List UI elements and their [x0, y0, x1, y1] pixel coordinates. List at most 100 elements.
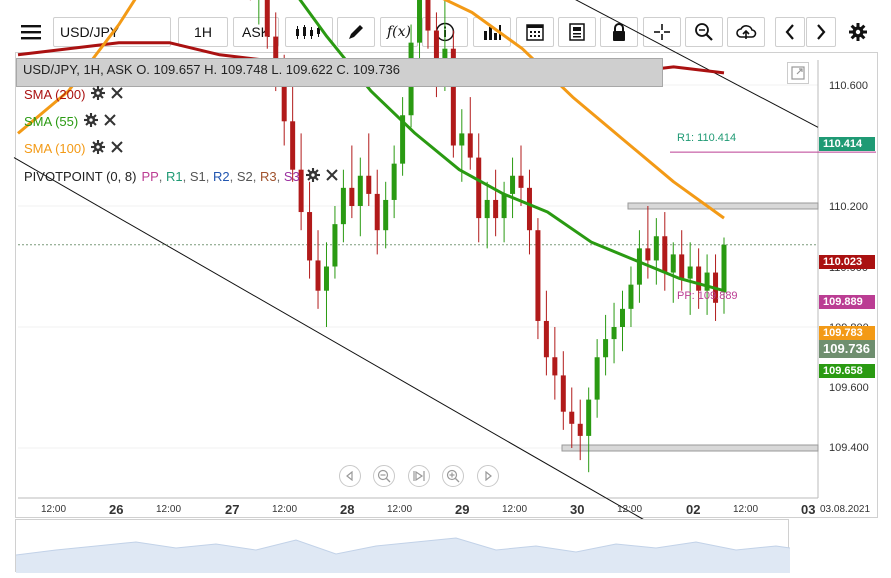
- indicator-sma55[interactable]: SMA (55): [24, 113, 116, 130]
- overview-navigator[interactable]: [15, 519, 791, 573]
- calendar-button[interactable]: [516, 17, 554, 47]
- zoom-in-icon: [446, 469, 460, 483]
- pivot-s2: S2: [236, 169, 253, 184]
- sma100-price-tag: 109.783: [819, 326, 875, 340]
- function-button[interactable]: f(x): [380, 17, 418, 47]
- pp-level-label: PP: 109.889: [677, 290, 738, 302]
- gear-icon[interactable]: [91, 140, 106, 157]
- next-icon: [817, 24, 826, 40]
- indicator-pivotpoint[interactable]: PIVOTPOINT (0, 8) PP, R1, S1, R2, S2, R3…: [24, 168, 338, 185]
- x-day-label: 28: [340, 502, 355, 517]
- y-tick-label: 110.600: [829, 80, 868, 92]
- x-day-label: 27: [225, 502, 240, 517]
- crosshair-icon: [654, 24, 670, 40]
- x-date-label: 03.08.2021: [820, 504, 871, 515]
- x-tick-label: 12:00: [733, 504, 759, 515]
- sma55-price-tag: 109.658: [819, 364, 875, 378]
- settings-button[interactable]: [843, 17, 873, 47]
- function-icon: f(x): [386, 24, 411, 40]
- lock-icon: [613, 23, 625, 41]
- news-button[interactable]: [558, 17, 596, 47]
- pivot-sep: ,: [205, 169, 214, 184]
- zoom-button[interactable]: [685, 17, 723, 47]
- scroll-left-button[interactable]: [339, 465, 361, 487]
- y-tick-label: 109.400: [829, 442, 869, 454]
- candles-icon: [296, 25, 320, 39]
- price-type-selector[interactable]: ASK: [233, 17, 279, 47]
- close-icon[interactable]: [326, 169, 338, 184]
- pivot-sep: ,: [182, 169, 190, 184]
- x-tick-label: 12:00: [272, 504, 298, 515]
- x-tick-label: 12:00: [387, 504, 413, 515]
- x-tick-label: 12:00: [617, 504, 643, 515]
- pivot-pp: PP: [141, 169, 159, 184]
- indicator-sma55-label: SMA (55): [24, 114, 79, 129]
- x-day-label: 03: [801, 502, 816, 517]
- close-icon[interactable]: [104, 114, 116, 129]
- pivot-sep: ,: [229, 169, 237, 184]
- chevron-right-icon: [485, 471, 492, 481]
- chart-type-button[interactable]: [285, 17, 333, 47]
- r1-level-label: R1: 110.414: [677, 132, 737, 144]
- menu-button[interactable]: [14, 17, 48, 47]
- pivot-s3: S3: [283, 169, 300, 184]
- news-icon: [569, 23, 585, 41]
- prev-icon: [785, 24, 794, 40]
- chevron-left-icon: [346, 471, 353, 481]
- pivot-label: PIVOTPOINT (0, 8): [24, 169, 137, 184]
- pivot-r1: R1: [166, 169, 183, 184]
- pivot-r3: R3: [260, 169, 277, 184]
- expand-button[interactable]: [787, 62, 809, 84]
- reset-icon: [413, 470, 425, 482]
- gear-icon[interactable]: [84, 113, 99, 130]
- symbol-label: USD/JPY: [60, 24, 120, 40]
- close-icon[interactable]: [111, 141, 124, 156]
- x-tick-label: 12:00: [502, 504, 528, 515]
- info-button[interactable]: [422, 17, 468, 47]
- prev-button[interactable]: [775, 17, 805, 47]
- pivot-s1: S1: [189, 169, 206, 184]
- gear-icon: [849, 23, 867, 41]
- reset-zoom-button[interactable]: [408, 465, 430, 487]
- price-type-label: ASK: [241, 24, 270, 40]
- info-icon: [435, 22, 455, 42]
- pivot-sep: ,: [252, 169, 261, 184]
- zoom-icon: [695, 23, 713, 41]
- gear-icon[interactable]: [305, 168, 320, 185]
- lock-button[interactable]: [600, 17, 638, 47]
- indicator-sma100-label: SMA (100): [24, 141, 86, 156]
- y-tick-label: 109.600: [829, 382, 869, 394]
- pivot-sep: ,: [158, 169, 167, 184]
- indicator-sma200[interactable]: SMA (200): [24, 86, 124, 103]
- scroll-right-button[interactable]: [477, 465, 499, 487]
- next-button[interactable]: [806, 17, 836, 47]
- close-icon[interactable]: [111, 87, 124, 102]
- zoom-out-button[interactable]: [373, 465, 395, 487]
- ohlc-info-text: USD/JPY, 1H, ASK O. 109.657 H. 109.748 L…: [23, 62, 401, 77]
- indicators-button[interactable]: [473, 17, 511, 47]
- indicator-sma100[interactable]: SMA (100): [24, 140, 124, 157]
- symbol-selector[interactable]: USD/JPY: [53, 17, 171, 47]
- draw-tool-button[interactable]: [337, 17, 375, 47]
- x-day-label: 26: [109, 502, 124, 517]
- sma200-price-tag: 110.023: [819, 255, 875, 269]
- indicator-sma200-label: SMA (200): [24, 87, 86, 102]
- pivot-r2: R2: [213, 169, 230, 184]
- x-day-label: 02: [686, 502, 701, 517]
- pivot-sep: ,: [276, 169, 284, 184]
- timeframe-selector[interactable]: 1H: [178, 17, 228, 47]
- chart-area[interactable]: [15, 52, 878, 518]
- cloud-icon: [736, 25, 757, 39]
- menu-icon: [21, 25, 41, 40]
- draw-icon: [349, 25, 363, 39]
- cloud-button[interactable]: [727, 17, 765, 47]
- gear-icon[interactable]: [91, 86, 106, 103]
- ohlc-info-bar: USD/JPY, 1H, ASK O. 109.657 H. 109.748 L…: [16, 58, 663, 87]
- x-tick-label: 12:00: [41, 504, 67, 515]
- x-day-label: 29: [455, 502, 470, 517]
- zoom-in-button[interactable]: [442, 465, 464, 487]
- zoom-out-icon: [377, 469, 391, 483]
- overview-chart: [15, 537, 791, 573]
- crosshair-button[interactable]: [643, 17, 681, 47]
- y-tick-label: 110.200: [829, 201, 868, 213]
